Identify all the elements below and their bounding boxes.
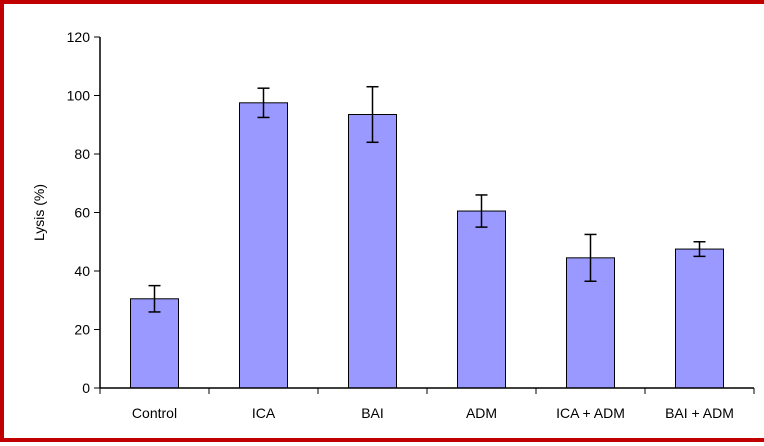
x-tick-label: BAI [361,405,384,421]
bar-ica [239,102,288,389]
error-bars-layer [148,85,706,313]
x-tick-label: ICA + ADM [556,405,625,421]
labels-layer: Control ICA BAI ADM ICA + ADM BAI + ADM 0 20 40 6… [31,29,734,421]
bar-chart: Control ICA BAI ADM ICA + ADM BAI + ADM 0 20 40 6… [31,29,755,421]
x-tick-label: ADM [466,405,497,421]
error-bar-bai-adm [693,241,706,258]
error-bar-adm [475,194,488,228]
axes-layer [94,36,755,394]
error-bar-bai [366,85,379,144]
y-axis-title: Lysis (%) [31,184,47,241]
x-tick-label: BAI + ADM [665,405,734,421]
y-tick-label: 40 [74,263,90,279]
bar-bai [348,114,397,389]
y-tick-label: 0 [82,380,90,396]
x-tick-label: ICA [252,405,276,421]
error-bar-ica [257,87,270,119]
y-tick-label: 80 [74,146,90,162]
y-tick-label: 60 [74,205,90,221]
y-tick-label: 120 [67,29,91,45]
error-bar-control [148,284,161,313]
bar-bai-adm [675,248,724,389]
x-tick-label: Control [132,405,177,421]
bars-layer [130,102,724,389]
y-tick-label: 20 [74,322,90,338]
bar-adm [457,210,506,389]
bar-control [130,298,179,389]
error-bar-ica-adm [584,233,597,282]
y-tick-label: 100 [67,88,91,104]
